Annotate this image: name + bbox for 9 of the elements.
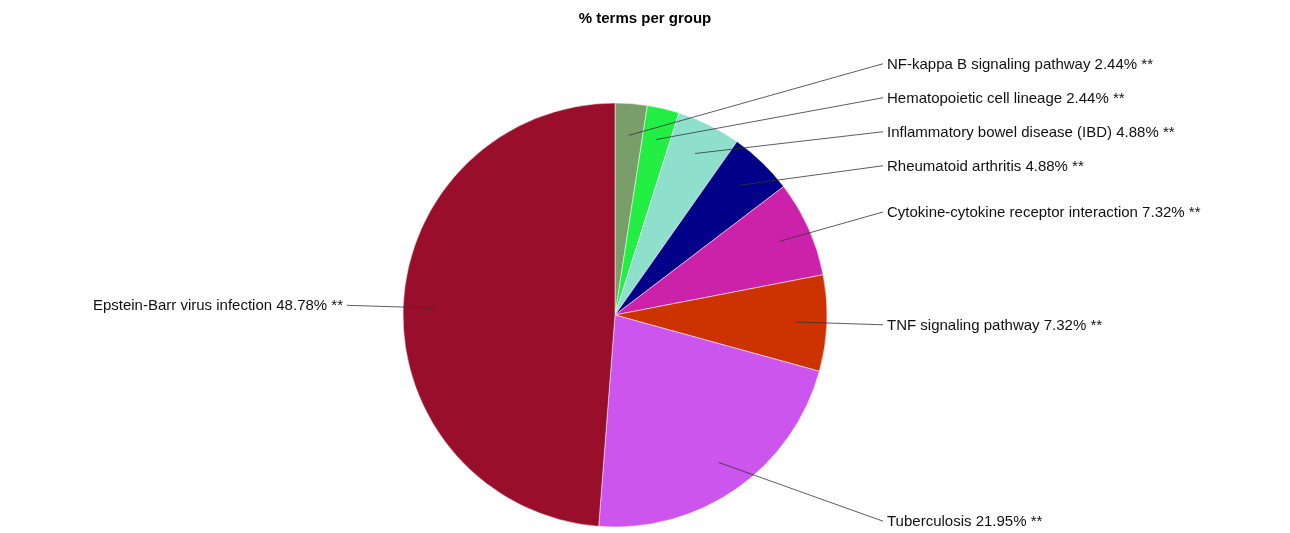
slice-label: NF-kappa B signaling pathway 2.44% ** <box>887 54 1154 72</box>
slice-label: Tuberculosis 21.95% ** <box>887 512 1043 530</box>
chart-title: % terms per group <box>578 9 712 26</box>
slice-label: TNF signaling pathway 7.32% ** <box>887 315 1103 333</box>
slice-label: Inflammatory bowel disease (IBD) 4.88% ** <box>887 122 1175 140</box>
slice-label: Cytokine-cytokine receptor interaction 7.32% ** <box>887 202 1201 220</box>
slice-label: Hematopoietic cell lineage 2.44% ** <box>887 88 1125 106</box>
slice-label: Epstein-Barr virus infection 48.78% ** <box>92 296 344 314</box>
slice-label: Rheumatoid arthritis 4.88% ** <box>887 156 1084 174</box>
